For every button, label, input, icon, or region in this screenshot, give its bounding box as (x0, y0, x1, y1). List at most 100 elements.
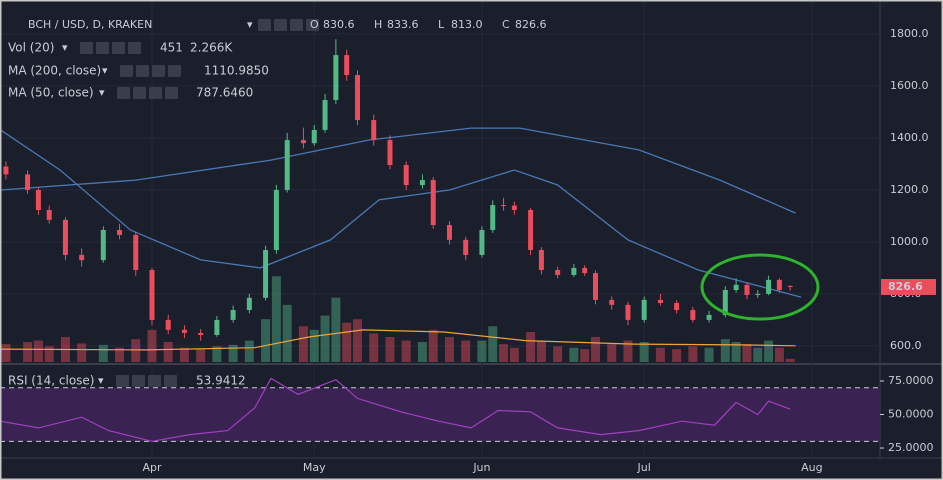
candle-body (674, 303, 680, 311)
volume-bar (44, 346, 54, 362)
y-tick-label: 1800.0 (890, 27, 929, 40)
volume-bar (271, 276, 281, 362)
volume-bar (607, 344, 617, 362)
volume-bar (785, 358, 795, 362)
volume-bar (282, 304, 292, 362)
candle-body (387, 140, 393, 166)
rsi-value: 53.9412 (196, 374, 246, 388)
ohlc-value: 813.0 (451, 18, 483, 31)
candle-body (511, 205, 517, 210)
y-tick-label: 1000.0 (890, 235, 929, 248)
volume-bar (526, 332, 536, 362)
rsi-tick-label: 50.0000 (888, 408, 934, 421)
volume-bar (428, 329, 438, 362)
candle-body (657, 299, 663, 304)
candle-body (538, 249, 544, 271)
candle-body (25, 174, 31, 190)
legend-icon (152, 65, 165, 77)
dropdown: ▾ (98, 374, 104, 387)
x-tick-label: Aug (801, 461, 822, 474)
legend-icon (165, 87, 178, 99)
candle-body (706, 314, 712, 320)
volume-bar (98, 344, 108, 362)
x-tick-label: May (303, 461, 326, 474)
candle-body (722, 290, 728, 315)
ohlc-value: 833.6 (387, 18, 419, 31)
legend-name: MA (200, close) (8, 64, 101, 78)
volume-bar (369, 333, 379, 362)
volume-bar (536, 340, 546, 362)
legend-name: MA (50, close) (8, 86, 94, 100)
volume-bar (753, 347, 763, 362)
volume-bar (131, 339, 141, 362)
volume-bar (461, 340, 471, 362)
candle-body (355, 75, 361, 121)
candle-body (403, 165, 409, 186)
volume-bar (742, 344, 752, 362)
legend-icon (120, 65, 133, 77)
dropdown: ▾ (247, 18, 253, 31)
volume-bar (196, 349, 206, 362)
candle-body (62, 219, 68, 255)
y-tick-label: 1400.0 (890, 131, 929, 144)
candle-body (555, 270, 561, 275)
legend-icon (148, 375, 161, 387)
candle-body (571, 267, 577, 275)
highlight-ellipse (700, 253, 820, 321)
dropdown: ▾ (62, 41, 68, 54)
candle-body (246, 297, 252, 311)
candle-body (133, 234, 139, 271)
volume-bar (591, 337, 601, 362)
volume-bar (179, 347, 189, 362)
volume-value: 451 (160, 41, 183, 55)
volume-bar (553, 346, 563, 362)
volume-bar (720, 339, 730, 362)
candle-body (593, 273, 599, 300)
volume-bar (580, 349, 590, 362)
candle-body (755, 293, 761, 295)
ohlc-value: 830.6 (323, 18, 355, 31)
legend-icon (132, 375, 145, 387)
candle-body (501, 205, 507, 207)
rsi-tick-label: 75.0000 (888, 374, 934, 387)
legend-icon (149, 87, 162, 99)
volume-bar (147, 329, 157, 362)
legend-icon (133, 87, 146, 99)
volume-bar (623, 340, 633, 362)
volume-bar (342, 322, 352, 362)
y-tick-label: 600.0 (890, 339, 922, 352)
legend-icon (258, 19, 271, 31)
volume-ma-line (0, 329, 796, 351)
candle-body (214, 319, 220, 335)
candle-body (117, 229, 123, 235)
plot: 600.0800.01000.01200.01400.01600.01800.0… (0, 0, 934, 474)
candle-body (79, 254, 85, 261)
rsi-band (0, 387, 880, 442)
volume-bar (477, 340, 487, 362)
volume-bar (309, 329, 319, 362)
candle-body (744, 284, 750, 295)
legend-icon (290, 19, 303, 31)
legend-icon (168, 65, 181, 77)
candle-body (490, 205, 496, 230)
candle-body (181, 329, 187, 333)
y-tick-label: 1600.0 (890, 79, 929, 92)
candle-body (333, 55, 339, 101)
legend-icon (116, 375, 129, 387)
candle-body (430, 180, 436, 226)
candle-body (766, 279, 772, 294)
volume-bar (331, 297, 341, 362)
candle-body (35, 189, 41, 210)
legend-icon (128, 42, 141, 54)
legend-name: RSI (14, close) (8, 374, 94, 388)
volume-bar (261, 319, 271, 362)
candle-body (149, 270, 155, 320)
volume-bar (655, 347, 665, 362)
legend-icon (96, 42, 109, 54)
candle-body (419, 180, 425, 186)
candle-body (3, 166, 9, 175)
candle-body (446, 225, 452, 240)
candle-body (479, 229, 485, 255)
candle-body (690, 310, 696, 320)
